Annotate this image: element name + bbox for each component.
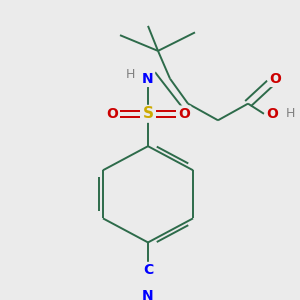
Text: H: H (125, 68, 135, 80)
Text: N: N (142, 289, 154, 300)
Text: O: O (266, 107, 278, 121)
Text: C: C (143, 263, 153, 277)
Text: S: S (142, 106, 154, 121)
Text: O: O (269, 72, 281, 86)
Text: O: O (106, 107, 118, 121)
Text: O: O (178, 107, 190, 121)
Text: N: N (142, 72, 154, 86)
Text: H: H (285, 107, 295, 120)
